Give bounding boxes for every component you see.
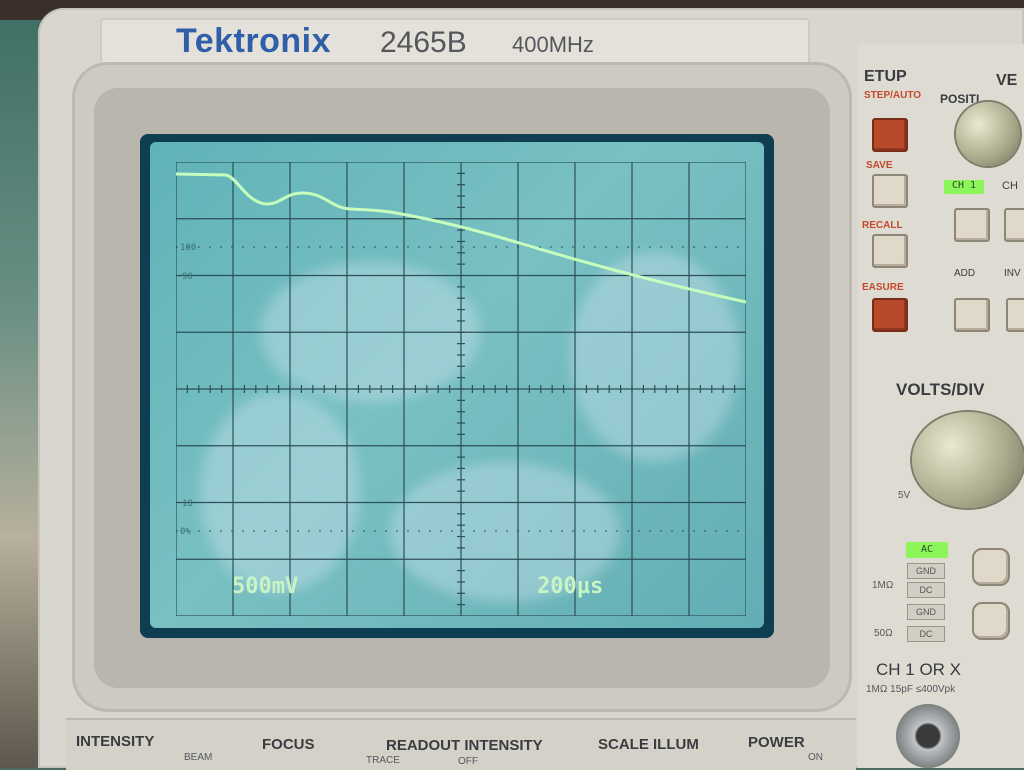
vertical-position-knob[interactable] xyxy=(956,102,1020,166)
time-per-div-readout: 200µs xyxy=(537,574,604,599)
recall-label: RECALL xyxy=(862,220,903,231)
waveform-trace xyxy=(176,172,746,304)
add-label: ADD xyxy=(954,268,976,279)
intensity-label: INTENSITY xyxy=(76,733,155,750)
brand-name: Tektronix xyxy=(176,22,332,60)
graticule-label-0: 0% xyxy=(180,527,191,537)
control-panel-bottom xyxy=(66,718,856,770)
ch2-label: CH xyxy=(1002,180,1018,192)
focus-label: FOCUS xyxy=(262,736,315,753)
graticule xyxy=(176,162,746,616)
coupling-dc-50: DC xyxy=(907,626,945,642)
model-number: 2465B xyxy=(380,26,467,59)
power-label: POWER xyxy=(748,734,805,751)
bandwidth-label: 400MHz xyxy=(512,32,594,57)
coupling-dc: DC xyxy=(907,582,945,598)
volts-min-label: 5V xyxy=(898,490,911,501)
impedance-1m-label: 1MΩ xyxy=(872,580,894,591)
setup-label: ETUP xyxy=(864,68,907,85)
add-button[interactable] xyxy=(954,298,990,332)
off-label: OFF xyxy=(458,756,478,767)
vertical-label: VE xyxy=(996,72,1018,89)
input-spec-label: 1MΩ 15pF ≤400Vpk xyxy=(866,684,956,695)
reflection-hand xyxy=(570,252,740,462)
coupling-gnd-50: GND xyxy=(907,604,945,620)
measure-label: EASURE xyxy=(862,282,904,293)
volts-div-label: VOLTS/DIV xyxy=(896,380,985,399)
ch1-bnc-connector[interactable] xyxy=(896,704,960,768)
graticule-label-10: 10 xyxy=(182,499,193,509)
graticule-label-90: 90 xyxy=(182,272,193,282)
volts-div-knob[interactable] xyxy=(912,412,1024,508)
trace-label: TRACE xyxy=(366,755,400,766)
graticule-label-100: 100 xyxy=(180,243,197,253)
step-auto-label: STEP/AUTO xyxy=(864,90,922,101)
save-label: SAVE xyxy=(866,160,893,171)
scale-illum-label: SCALE ILLUM xyxy=(598,736,699,753)
on-label: ON xyxy=(808,752,823,763)
reflection-hand xyxy=(390,462,620,602)
auto-setup-button[interactable] xyxy=(872,118,908,152)
invert-label: INV xyxy=(1004,268,1021,279)
recall-button[interactable] xyxy=(872,234,908,268)
save-button[interactable] xyxy=(872,174,908,208)
volts-per-div-readout: 500mV xyxy=(232,574,299,599)
beam-find-label: BEAM xyxy=(184,752,213,763)
impedance-50-label: 50Ω xyxy=(874,628,893,639)
coupling-up-button[interactable] xyxy=(972,548,1010,586)
ch1-indicator: CH 1 xyxy=(944,180,984,194)
coupling-down-button[interactable] xyxy=(972,602,1010,640)
position-label: POSITI xyxy=(940,92,980,106)
invert-button[interactable] xyxy=(1006,298,1024,332)
ch1-or-x-label: CH 1 OR X xyxy=(876,660,962,679)
ch2-button[interactable] xyxy=(1004,208,1024,242)
coupling-gnd: GND xyxy=(907,563,945,579)
coupling-ac-indicator: AC xyxy=(906,542,948,558)
measure-button[interactable] xyxy=(872,298,908,332)
ch1-button[interactable] xyxy=(954,208,990,242)
readout-intensity-label: READOUT INTENSITY xyxy=(386,737,543,754)
